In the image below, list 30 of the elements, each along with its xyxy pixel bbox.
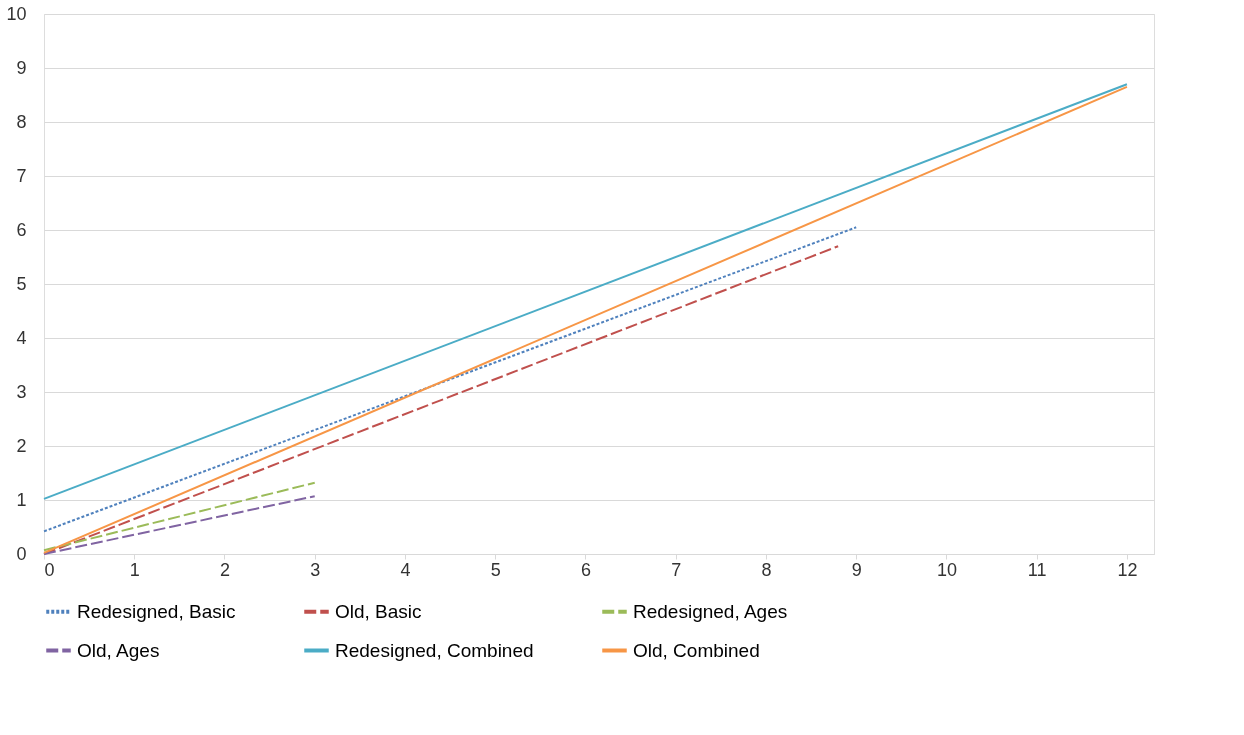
x-tick-label: 2 [219, 559, 230, 580]
x-tick-label: 12 [1117, 559, 1138, 580]
legend-label: Redesigned, Basic [77, 600, 236, 622]
x-tick-label: 8 [761, 559, 772, 580]
y-tick-label: 5 [16, 273, 27, 294]
x-tick-label: 11 [1027, 559, 1047, 580]
x-tick-label: 6 [580, 559, 591, 580]
x-tick-label: 0 [44, 559, 55, 580]
y-tick-label: 8 [16, 111, 27, 132]
y-tick-label: 4 [16, 327, 27, 348]
y-tick-label: 0 [16, 543, 27, 564]
x-tick-label: 1 [129, 559, 140, 580]
x-tick-label: 5 [490, 559, 501, 580]
legend-label: Old, Basic [335, 600, 422, 622]
y-tick-label: 7 [16, 165, 27, 186]
x-tick-label: 7 [671, 559, 682, 580]
y-tick-label: 1 [16, 489, 27, 510]
legend-label: Old, Combined [633, 639, 760, 661]
x-tick-label: 4 [400, 559, 411, 580]
y-tick-label: 6 [16, 219, 27, 240]
x-tick-label: 3 [310, 559, 321, 580]
legend-label: Redesigned, Combined [335, 639, 534, 661]
y-tick-label: 10 [6, 3, 27, 24]
legend-label: Old, Ages [77, 639, 160, 661]
y-tick-label: 9 [16, 57, 27, 78]
y-tick-label: 3 [16, 381, 27, 402]
legend-label: Redesigned, Ages [633, 600, 788, 622]
x-tick-label: 10 [936, 559, 957, 580]
y-tick-label: 2 [16, 435, 27, 456]
x-tick-label: 9 [851, 559, 862, 580]
